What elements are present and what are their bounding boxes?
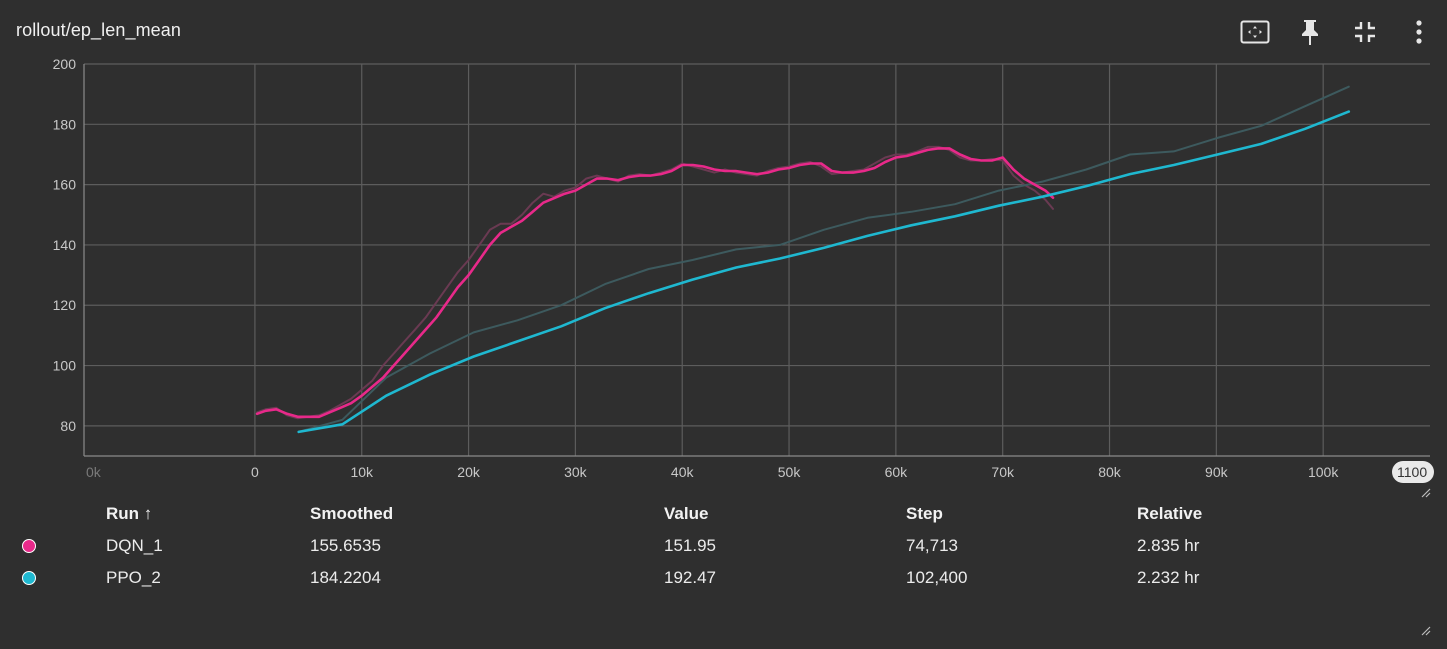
smoothed-value: 155.6535: [310, 536, 381, 555]
header-value[interactable]: Value: [664, 504, 709, 523]
smoothed-value: 184.2204: [310, 568, 381, 587]
x-tick-label: 40k: [671, 464, 695, 480]
series-line-ppo-2-raw: [297, 85, 1350, 433]
pin-button[interactable]: [1292, 14, 1328, 50]
raw-value: 151.95: [664, 536, 716, 555]
collapse-button[interactable]: [1347, 14, 1383, 50]
grid-lines: [84, 63, 1430, 456]
run-name: PPO_2: [106, 568, 161, 587]
step-value: 74,713: [906, 536, 958, 555]
x-tick-label: 10k: [350, 464, 374, 480]
chart-svg[interactable]: 80 100 120 140 160 180 200 0 10k 20k 30k 40k 50k 60k 7…: [0, 55, 1447, 485]
x-tick-label: 80k: [1098, 464, 1122, 480]
y-tick-label: 200: [53, 56, 77, 72]
x-tick-label: 60k: [885, 464, 909, 480]
collapse-icon: [1355, 22, 1375, 42]
raw-value: 192.47: [664, 568, 716, 587]
fit-domain-icon: [1240, 20, 1270, 44]
resize-icon: [1421, 626, 1431, 636]
x-tick-label: 0: [251, 464, 259, 480]
run-color-dot: [22, 539, 36, 553]
y-tick-label: 100: [53, 358, 77, 374]
x-tick-label: 50k: [778, 464, 802, 480]
line-chart[interactable]: 80 100 120 140 160 180 200 0 10k 20k 30k 40k 50k 60k 7…: [0, 55, 1447, 498]
relative-time: 2.835 hr: [1137, 536, 1200, 555]
step-value: 102,400: [906, 568, 968, 587]
x-tick-label: 20k: [457, 464, 481, 480]
more-options-button[interactable]: [1401, 14, 1437, 50]
y-tick-label: 80: [60, 418, 76, 434]
x-tick-label: 90k: [1205, 464, 1229, 480]
axes: [83, 64, 1430, 457]
header-run[interactable]: Run ↑: [106, 504, 153, 523]
more-vert-icon: [1416, 20, 1422, 44]
resize-icon: [1421, 488, 1431, 498]
table-row: DQN_1 155.6535 151.95 74,713 2.835 hr: [0, 530, 1447, 562]
y-tick-label: 160: [53, 177, 77, 193]
run-name: DQN_1: [106, 536, 163, 555]
x-edge-label: 1100: [1397, 464, 1427, 480]
run-color-dot: [22, 571, 36, 585]
x-edge-label: 0k: [86, 464, 102, 480]
y-tick-label: 180: [53, 116, 77, 132]
series-layer: [255, 85, 1351, 434]
chart-title: rollout/ep_len_mean: [16, 20, 182, 40]
relative-time: 2.232 hr: [1137, 568, 1200, 587]
series-line-dqn-1: [255, 147, 1055, 419]
series-line-ppo-2: [297, 110, 1351, 434]
table-row: PPO_2 184.2204 192.47 102,400 2.232 hr: [0, 562, 1447, 594]
pin-icon: [1302, 20, 1318, 45]
header-step[interactable]: Step: [906, 504, 943, 523]
resize-handle[interactable]: [1421, 623, 1431, 636]
y-tick-label: 120: [53, 297, 77, 313]
series-line-dqn-1-raw: [256, 145, 1054, 420]
fit-domain-button[interactable]: [1237, 14, 1273, 50]
x-tick-label: 100k: [1308, 464, 1339, 480]
header-smoothed[interactable]: Smoothed: [310, 504, 394, 523]
resize-handle[interactable]: [1421, 485, 1431, 498]
y-tick-label: 140: [53, 237, 77, 253]
tick-labels: 80 100 120 140 160 180 200 0 10k 20k 30k 40k 50k 60k 7…: [53, 56, 1434, 483]
x-edge-pill: [1392, 461, 1434, 483]
x-tick-label: 70k: [991, 464, 1015, 480]
header-relative[interactable]: Relative: [1137, 504, 1203, 523]
x-tick-label: 30k: [564, 464, 588, 480]
